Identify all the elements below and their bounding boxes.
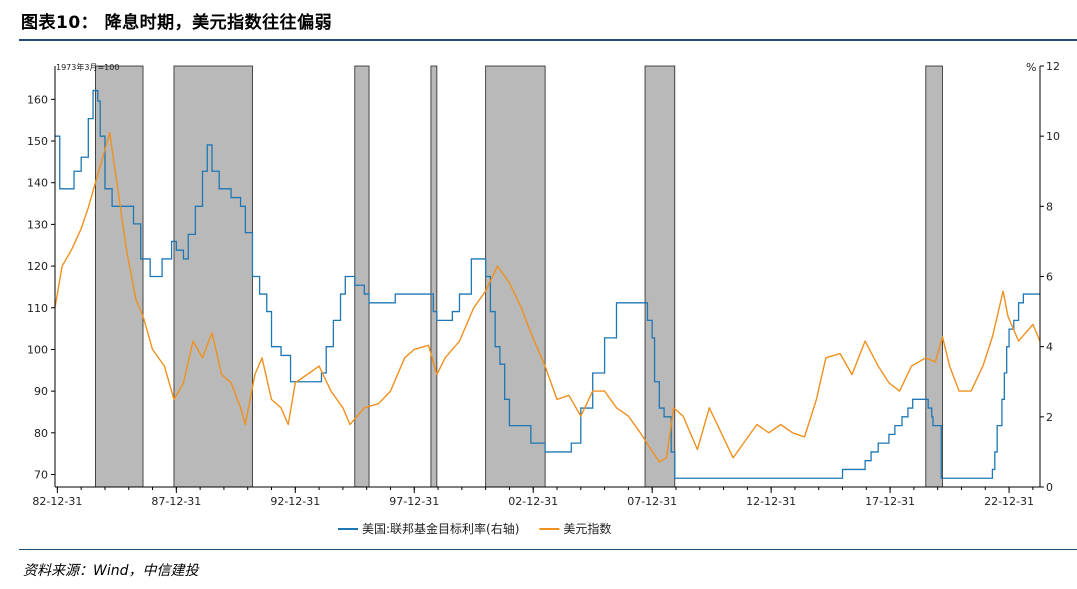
- right-tick-label: 10: [1046, 130, 1060, 143]
- title-rule: [19, 39, 1077, 41]
- x-tick-label: 17-12-31: [865, 495, 915, 508]
- left-tick-label: 120: [27, 260, 48, 273]
- series-lines: [54, 89, 1041, 479]
- dollar-index-line: [54, 132, 1041, 463]
- x-tick-label: 82-12-31: [32, 495, 82, 508]
- left-tick-label: 110: [27, 302, 48, 315]
- left-tick-label: 140: [27, 177, 48, 190]
- right-tick-label: 2: [1046, 411, 1053, 424]
- rate-cut-period: [354, 65, 370, 488]
- left-tick-label: 90: [34, 385, 48, 398]
- legend: 美国:联邦基金目标利率(右轴) 美元指数: [338, 521, 611, 536]
- legend-label: 美元指数: [563, 521, 611, 536]
- left-tick-label: 100: [27, 343, 48, 356]
- rate-cut-period: [95, 65, 144, 488]
- x-tick-label: 92-12-31: [270, 495, 320, 508]
- rate-cut-period: [925, 65, 943, 488]
- x-tick-label: 02-12-31: [508, 495, 558, 508]
- left-axis-note: 1973年3月=100: [56, 62, 119, 72]
- axes: 70 80 90 100 110 120 130 140 150 160 0 2 4 6 8 10 12 82-1…: [27, 60, 1060, 508]
- right-tick-label: 6: [1046, 271, 1053, 284]
- left-tick-label: 160: [27, 93, 48, 106]
- left-tick-label: 130: [27, 218, 48, 231]
- rate-cut-period: [485, 65, 546, 488]
- chart-title: 图表10： 降息时期，美元指数往往偏弱: [21, 13, 333, 33]
- fed-funds-rate-line: [55, 89, 1040, 479]
- left-tick-label: 80: [34, 427, 48, 440]
- legend-label: 美国:联邦基金目标利率(右轴): [362, 521, 519, 536]
- x-tick-label: 87-12-31: [151, 495, 201, 508]
- x-tick-label: 97-12-31: [389, 495, 439, 508]
- footer-rule: [19, 549, 1077, 550]
- left-tick-label: 150: [27, 135, 48, 148]
- right-tick-label: 8: [1046, 200, 1053, 213]
- shaded-periods: [95, 65, 943, 488]
- right-tick-label: 4: [1046, 341, 1053, 354]
- x-tick-label: 07-12-31: [627, 495, 677, 508]
- right-tick-label: 0: [1046, 481, 1053, 494]
- rate-cut-period: [644, 65, 676, 488]
- right-axis-unit: %: [1026, 61, 1036, 74]
- rate-cut-period: [173, 65, 253, 488]
- right-tick-label: 12: [1046, 60, 1060, 73]
- x-tick-label: 12-12-31: [746, 495, 796, 508]
- source-note: 资料来源：Wind，中信建投: [23, 563, 199, 579]
- left-tick-label: 70: [34, 468, 48, 481]
- rate-cut-period: [430, 65, 438, 488]
- x-tick-label: 22-12-31: [984, 495, 1034, 508]
